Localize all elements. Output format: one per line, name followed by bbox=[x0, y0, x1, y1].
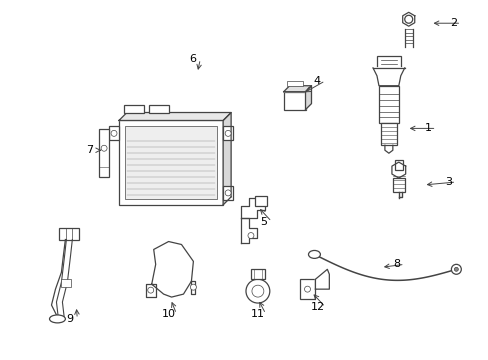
Circle shape bbox=[224, 130, 231, 136]
Circle shape bbox=[251, 285, 264, 297]
Text: 2: 2 bbox=[449, 18, 456, 28]
Bar bbox=[60, 228, 79, 239]
Polygon shape bbox=[151, 242, 193, 297]
Polygon shape bbox=[241, 218, 256, 243]
Bar bbox=[250, 269, 264, 279]
Ellipse shape bbox=[308, 251, 320, 258]
Text: 5: 5 bbox=[260, 217, 267, 227]
Text: 11: 11 bbox=[250, 309, 264, 319]
Circle shape bbox=[304, 286, 310, 292]
Circle shape bbox=[190, 284, 196, 290]
Circle shape bbox=[101, 145, 107, 151]
Bar bbox=[223, 186, 233, 200]
Bar bbox=[283, 92, 305, 109]
Polygon shape bbox=[391, 162, 405, 178]
Text: 1: 1 bbox=[424, 123, 431, 134]
Polygon shape bbox=[402, 12, 414, 26]
Polygon shape bbox=[223, 113, 231, 205]
Polygon shape bbox=[145, 284, 155, 297]
Text: 9: 9 bbox=[66, 314, 73, 324]
Bar bbox=[376, 56, 400, 68]
Circle shape bbox=[147, 287, 153, 293]
Bar bbox=[254, 196, 266, 206]
Bar bbox=[299, 279, 315, 299]
Bar bbox=[109, 126, 119, 140]
Bar bbox=[148, 105, 168, 113]
Bar bbox=[392, 178, 404, 192]
Circle shape bbox=[245, 279, 269, 303]
Bar bbox=[286, 81, 302, 86]
Polygon shape bbox=[315, 269, 328, 289]
Circle shape bbox=[247, 233, 253, 239]
Text: 12: 12 bbox=[310, 302, 324, 312]
Circle shape bbox=[111, 130, 117, 136]
Ellipse shape bbox=[49, 315, 65, 323]
Polygon shape bbox=[191, 281, 195, 294]
Bar bbox=[394, 160, 402, 170]
Text: 10: 10 bbox=[161, 309, 175, 319]
Text: 4: 4 bbox=[313, 76, 320, 86]
Text: 8: 8 bbox=[392, 259, 400, 269]
Bar bbox=[378, 86, 398, 123]
Bar bbox=[99, 129, 109, 177]
Circle shape bbox=[224, 190, 231, 196]
Bar bbox=[123, 105, 143, 113]
Bar bbox=[119, 121, 223, 205]
Polygon shape bbox=[305, 86, 311, 109]
Text: 7: 7 bbox=[85, 145, 93, 155]
Text: 6: 6 bbox=[188, 54, 196, 64]
Bar bbox=[380, 123, 396, 145]
Polygon shape bbox=[283, 86, 311, 92]
Circle shape bbox=[450, 264, 460, 274]
Bar bbox=[223, 126, 233, 140]
Bar bbox=[61, 279, 71, 287]
Polygon shape bbox=[241, 198, 264, 218]
Polygon shape bbox=[119, 113, 231, 121]
Circle shape bbox=[453, 267, 457, 271]
Circle shape bbox=[404, 15, 412, 23]
Bar bbox=[124, 126, 217, 199]
Text: 3: 3 bbox=[444, 177, 451, 187]
Polygon shape bbox=[372, 68, 404, 86]
